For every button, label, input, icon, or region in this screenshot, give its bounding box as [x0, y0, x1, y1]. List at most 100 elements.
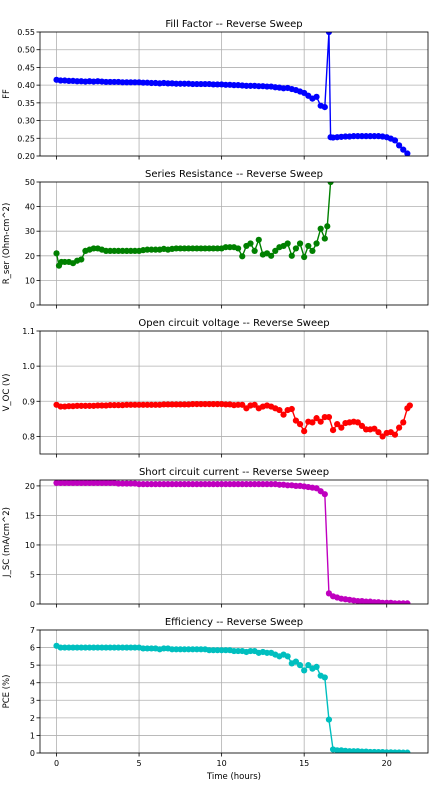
- chart-title: Fill Factor -- Reverse Sweep: [165, 19, 302, 30]
- data-point: [358, 422, 366, 429]
- y-tick-label: 0: [30, 749, 35, 758]
- y-tick-label: 50: [25, 178, 35, 187]
- y-tick-label: 0.55: [17, 28, 35, 37]
- y-axis-label: V_OC (V): [2, 374, 12, 412]
- y-tick-label: 7: [30, 626, 35, 635]
- y-tick-label: 0.30: [17, 117, 35, 126]
- axes-frame: [39, 330, 429, 455]
- data-point: [321, 104, 328, 111]
- data-point: [276, 406, 283, 414]
- data-point: [406, 402, 413, 409]
- data-point: [329, 427, 337, 434]
- y-tick-label: 0.45: [17, 63, 35, 72]
- y-tick-label: 10: [25, 276, 35, 285]
- data-point: [391, 137, 399, 144]
- x-tick-label: 0: [54, 759, 59, 768]
- y-tick-label: 1: [30, 731, 35, 740]
- data-point: [301, 253, 308, 261]
- data-point: [309, 247, 316, 254]
- y-tick-label: 40: [25, 203, 35, 212]
- y-tick-label: 2: [30, 714, 35, 723]
- data-point: [296, 240, 304, 247]
- data-point: [255, 236, 262, 243]
- y-tick-label: 0.20: [17, 152, 35, 161]
- chart-title: Series Resistance -- Reverse Sweep: [145, 169, 323, 180]
- y-tick-label: 0: [30, 301, 35, 310]
- data-point: [400, 419, 407, 426]
- data-point: [396, 142, 403, 149]
- series-line: [56, 645, 408, 753]
- plot-area: [53, 32, 411, 156]
- data-point: [288, 405, 295, 413]
- data-point: [280, 411, 287, 418]
- data-point: [327, 182, 334, 186]
- plot-area: [53, 400, 413, 440]
- axes-frame: [39, 31, 429, 157]
- data-point: [284, 240, 291, 247]
- data-point: [305, 242, 312, 250]
- data-point: [338, 424, 345, 431]
- data-point: [247, 240, 254, 247]
- data-point: [305, 662, 312, 669]
- data-point: [288, 252, 295, 259]
- data-point: [301, 428, 308, 435]
- data-point: [239, 401, 246, 408]
- y-tick-label: 20: [25, 482, 35, 491]
- plot-area: [53, 480, 411, 604]
- y-tick-label: 6: [30, 644, 35, 653]
- data-point: [292, 417, 300, 424]
- data-point: [309, 419, 316, 426]
- plot-area: [53, 642, 411, 753]
- data-point: [317, 225, 324, 232]
- x-tick-label: 20: [382, 759, 392, 768]
- data-point: [321, 674, 328, 681]
- plot-area: [53, 182, 334, 269]
- data-point: [391, 431, 399, 438]
- data-point: [296, 421, 304, 428]
- y-tick-label: 0.40: [17, 81, 35, 90]
- y-tick-label: 1.1: [22, 327, 35, 336]
- data-point: [321, 491, 328, 498]
- data-point: [375, 429, 382, 436]
- data-point: [321, 235, 328, 242]
- series-line: [56, 482, 408, 604]
- x-tick-label: 10: [217, 759, 227, 768]
- data-point: [325, 716, 333, 723]
- y-tick-label: 0.8: [22, 432, 35, 441]
- y-tick-label: 4: [30, 679, 35, 688]
- y-tick-label: 0: [30, 600, 35, 609]
- data-point: [396, 424, 403, 431]
- y-tick-label: 30: [25, 227, 35, 236]
- data-point: [354, 419, 361, 426]
- data-point: [239, 253, 246, 260]
- data-point: [404, 749, 411, 753]
- series-line: [55, 182, 332, 268]
- y-tick-label: 1.0: [22, 362, 35, 371]
- data-point: [268, 252, 275, 259]
- data-point: [292, 245, 300, 252]
- data-point: [78, 256, 85, 263]
- y-tick-label: 10: [25, 541, 35, 550]
- data-point: [317, 418, 324, 425]
- y-tick-label: 0.9: [22, 397, 35, 406]
- y-axis-label: R_ser (Ohm-cm^2): [2, 203, 12, 285]
- data-point: [371, 425, 378, 432]
- y-axis-label: PCE (%): [2, 675, 12, 709]
- data-point: [235, 245, 242, 252]
- data-point: [404, 600, 411, 604]
- data-point: [325, 32, 333, 36]
- chart-title: Efficiency -- Reverse Sweep: [165, 617, 303, 628]
- data-point: [251, 401, 258, 408]
- x-tick-label: 5: [137, 759, 142, 768]
- y-tick-label: 5: [30, 570, 35, 579]
- data-point: [400, 146, 407, 153]
- data-point: [334, 421, 341, 428]
- y-tick-label: 15: [25, 511, 35, 520]
- axes-frame: [39, 479, 429, 605]
- data-point: [301, 667, 308, 674]
- y-tick-label: 0.35: [17, 99, 35, 108]
- y-tick-label: 20: [25, 252, 35, 261]
- axes-frame: [39, 181, 429, 306]
- y-tick-label: 3: [30, 696, 35, 705]
